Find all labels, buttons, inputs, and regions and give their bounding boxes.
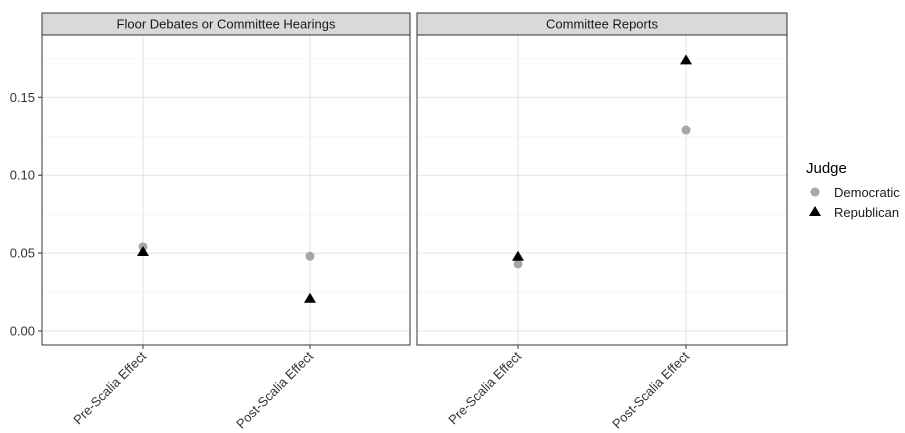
point-republican	[512, 250, 524, 261]
legend-key-democratic	[810, 187, 820, 197]
point-republican	[680, 54, 692, 65]
y-tick-label: 0.15	[10, 90, 35, 105]
panel-floor-debates: Floor Debates or Committee Hearings Pre-…	[41, 12, 411, 432]
legend-label-democratic: Democratic	[834, 185, 900, 200]
x-tick-label: Post-Scalia Effect	[233, 348, 316, 431]
y-tick-label: 0.05	[10, 246, 35, 261]
points-panel-2	[512, 54, 692, 269]
x-axis-panel-1: Pre-Scalia Effect Post-Scalia Effect	[70, 345, 316, 432]
panel-committee-reports: Committee Reports Pre-Scalia Effect Post-…	[416, 12, 788, 432]
points-panel-1	[137, 242, 316, 303]
strip-label-floor-debates: Floor Debates or Committee Hearings	[117, 17, 336, 32]
gridlines-panel-2	[417, 35, 787, 345]
x-tick-label: Pre-Scalia Effect	[445, 348, 524, 427]
panel-border-1	[41, 34, 411, 346]
point-democratic	[513, 259, 523, 269]
point-republican	[137, 246, 149, 257]
panel-border-2	[416, 34, 788, 346]
point-democratic	[305, 251, 315, 261]
x-tick-label: Post-Scalia Effect	[609, 348, 692, 431]
y-tick-label: 0.00	[10, 323, 35, 338]
legend-title: Judge	[806, 160, 847, 177]
gridlines-panel-1	[42, 35, 410, 345]
y-tick-label: 0.10	[10, 168, 35, 183]
strip-label-committee-reports: Committee Reports	[546, 17, 658, 32]
legend: Judge Democratic Republican	[806, 160, 900, 220]
y-axis: 0.00 0.05 0.10 0.15	[10, 90, 42, 338]
x-tick-label: Pre-Scalia Effect	[70, 348, 149, 427]
point-republican	[304, 292, 316, 303]
legend-label-republican: Republican	[834, 205, 899, 220]
legend-key-republican	[809, 206, 821, 216]
point-democratic	[681, 125, 691, 135]
x-axis-panel-2: Pre-Scalia Effect Post-Scalia Effect	[445, 345, 692, 432]
